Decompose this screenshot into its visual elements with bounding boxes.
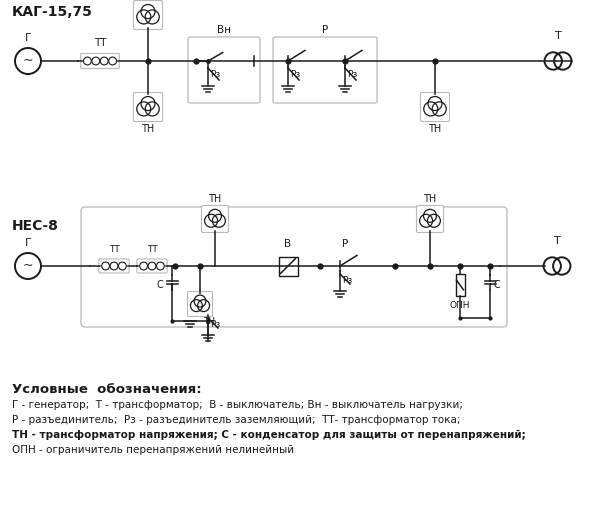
FancyBboxPatch shape: [421, 92, 449, 122]
Text: Г: Г: [25, 238, 31, 248]
Text: Т: Т: [554, 236, 560, 246]
Text: ТТ: ТТ: [94, 38, 106, 48]
Text: Вн: Вн: [217, 25, 231, 35]
Text: Условные  обозначения:: Условные обозначения:: [12, 383, 202, 396]
FancyBboxPatch shape: [202, 205, 229, 233]
Text: Р: Р: [322, 25, 328, 35]
FancyBboxPatch shape: [188, 37, 260, 103]
FancyBboxPatch shape: [81, 207, 507, 327]
Text: ТН: ТН: [424, 194, 437, 204]
Text: Р - разъединитель;  Рз - разъединитель заземляющий;  ТТ- трансформатор тока;: Р - разъединитель; Рз - разъединитель за…: [12, 415, 461, 425]
Text: Рз: Рз: [210, 70, 220, 79]
Text: ТН: ТН: [142, 124, 155, 134]
Text: ~: ~: [23, 259, 33, 272]
Text: ТТ: ТТ: [109, 245, 119, 254]
Text: ТН: ТН: [208, 194, 221, 204]
Text: Рз: Рз: [347, 70, 357, 79]
Text: Г: Г: [25, 33, 31, 43]
FancyBboxPatch shape: [187, 292, 212, 316]
Text: КАГ-15,75: КАГ-15,75: [12, 5, 93, 19]
FancyBboxPatch shape: [99, 259, 129, 273]
Text: Г - генератор;  Т - трансформатор;  В - выключатель; Вн - выключатель нагрузки;: Г - генератор; Т - трансформатор; В - вы…: [12, 400, 463, 410]
FancyBboxPatch shape: [416, 205, 443, 233]
FancyBboxPatch shape: [133, 92, 163, 122]
FancyBboxPatch shape: [137, 259, 167, 273]
FancyBboxPatch shape: [133, 1, 163, 30]
Bar: [455, 274, 464, 296]
Text: ТН: ТН: [203, 317, 215, 326]
Text: ОПН: ОПН: [450, 301, 470, 310]
Text: Р: Р: [342, 239, 348, 249]
Text: Рз: Рз: [342, 276, 352, 285]
Text: Рз: Рз: [210, 320, 220, 329]
Text: Рз: Рз: [290, 70, 300, 79]
FancyBboxPatch shape: [80, 54, 119, 68]
Text: ТН - трансформатор напряжения; С - конденсатор для защиты от перенапряжений;: ТН - трансформатор напряжения; С - конде…: [12, 430, 526, 440]
FancyBboxPatch shape: [273, 37, 377, 103]
Text: ~: ~: [23, 54, 33, 67]
Text: С: С: [494, 280, 501, 290]
Text: Т: Т: [554, 31, 562, 41]
Text: ТН: ТН: [428, 124, 442, 134]
Text: ТТ: ТТ: [146, 245, 157, 254]
Text: В: В: [284, 239, 292, 249]
Text: ОПН - ограничитель перенапряжений нелинейный: ОПН - ограничитель перенапряжений нелине…: [12, 445, 294, 455]
Text: С: С: [157, 280, 163, 290]
Text: НЕС-8: НЕС-8: [12, 219, 59, 233]
Bar: [278, 256, 298, 276]
